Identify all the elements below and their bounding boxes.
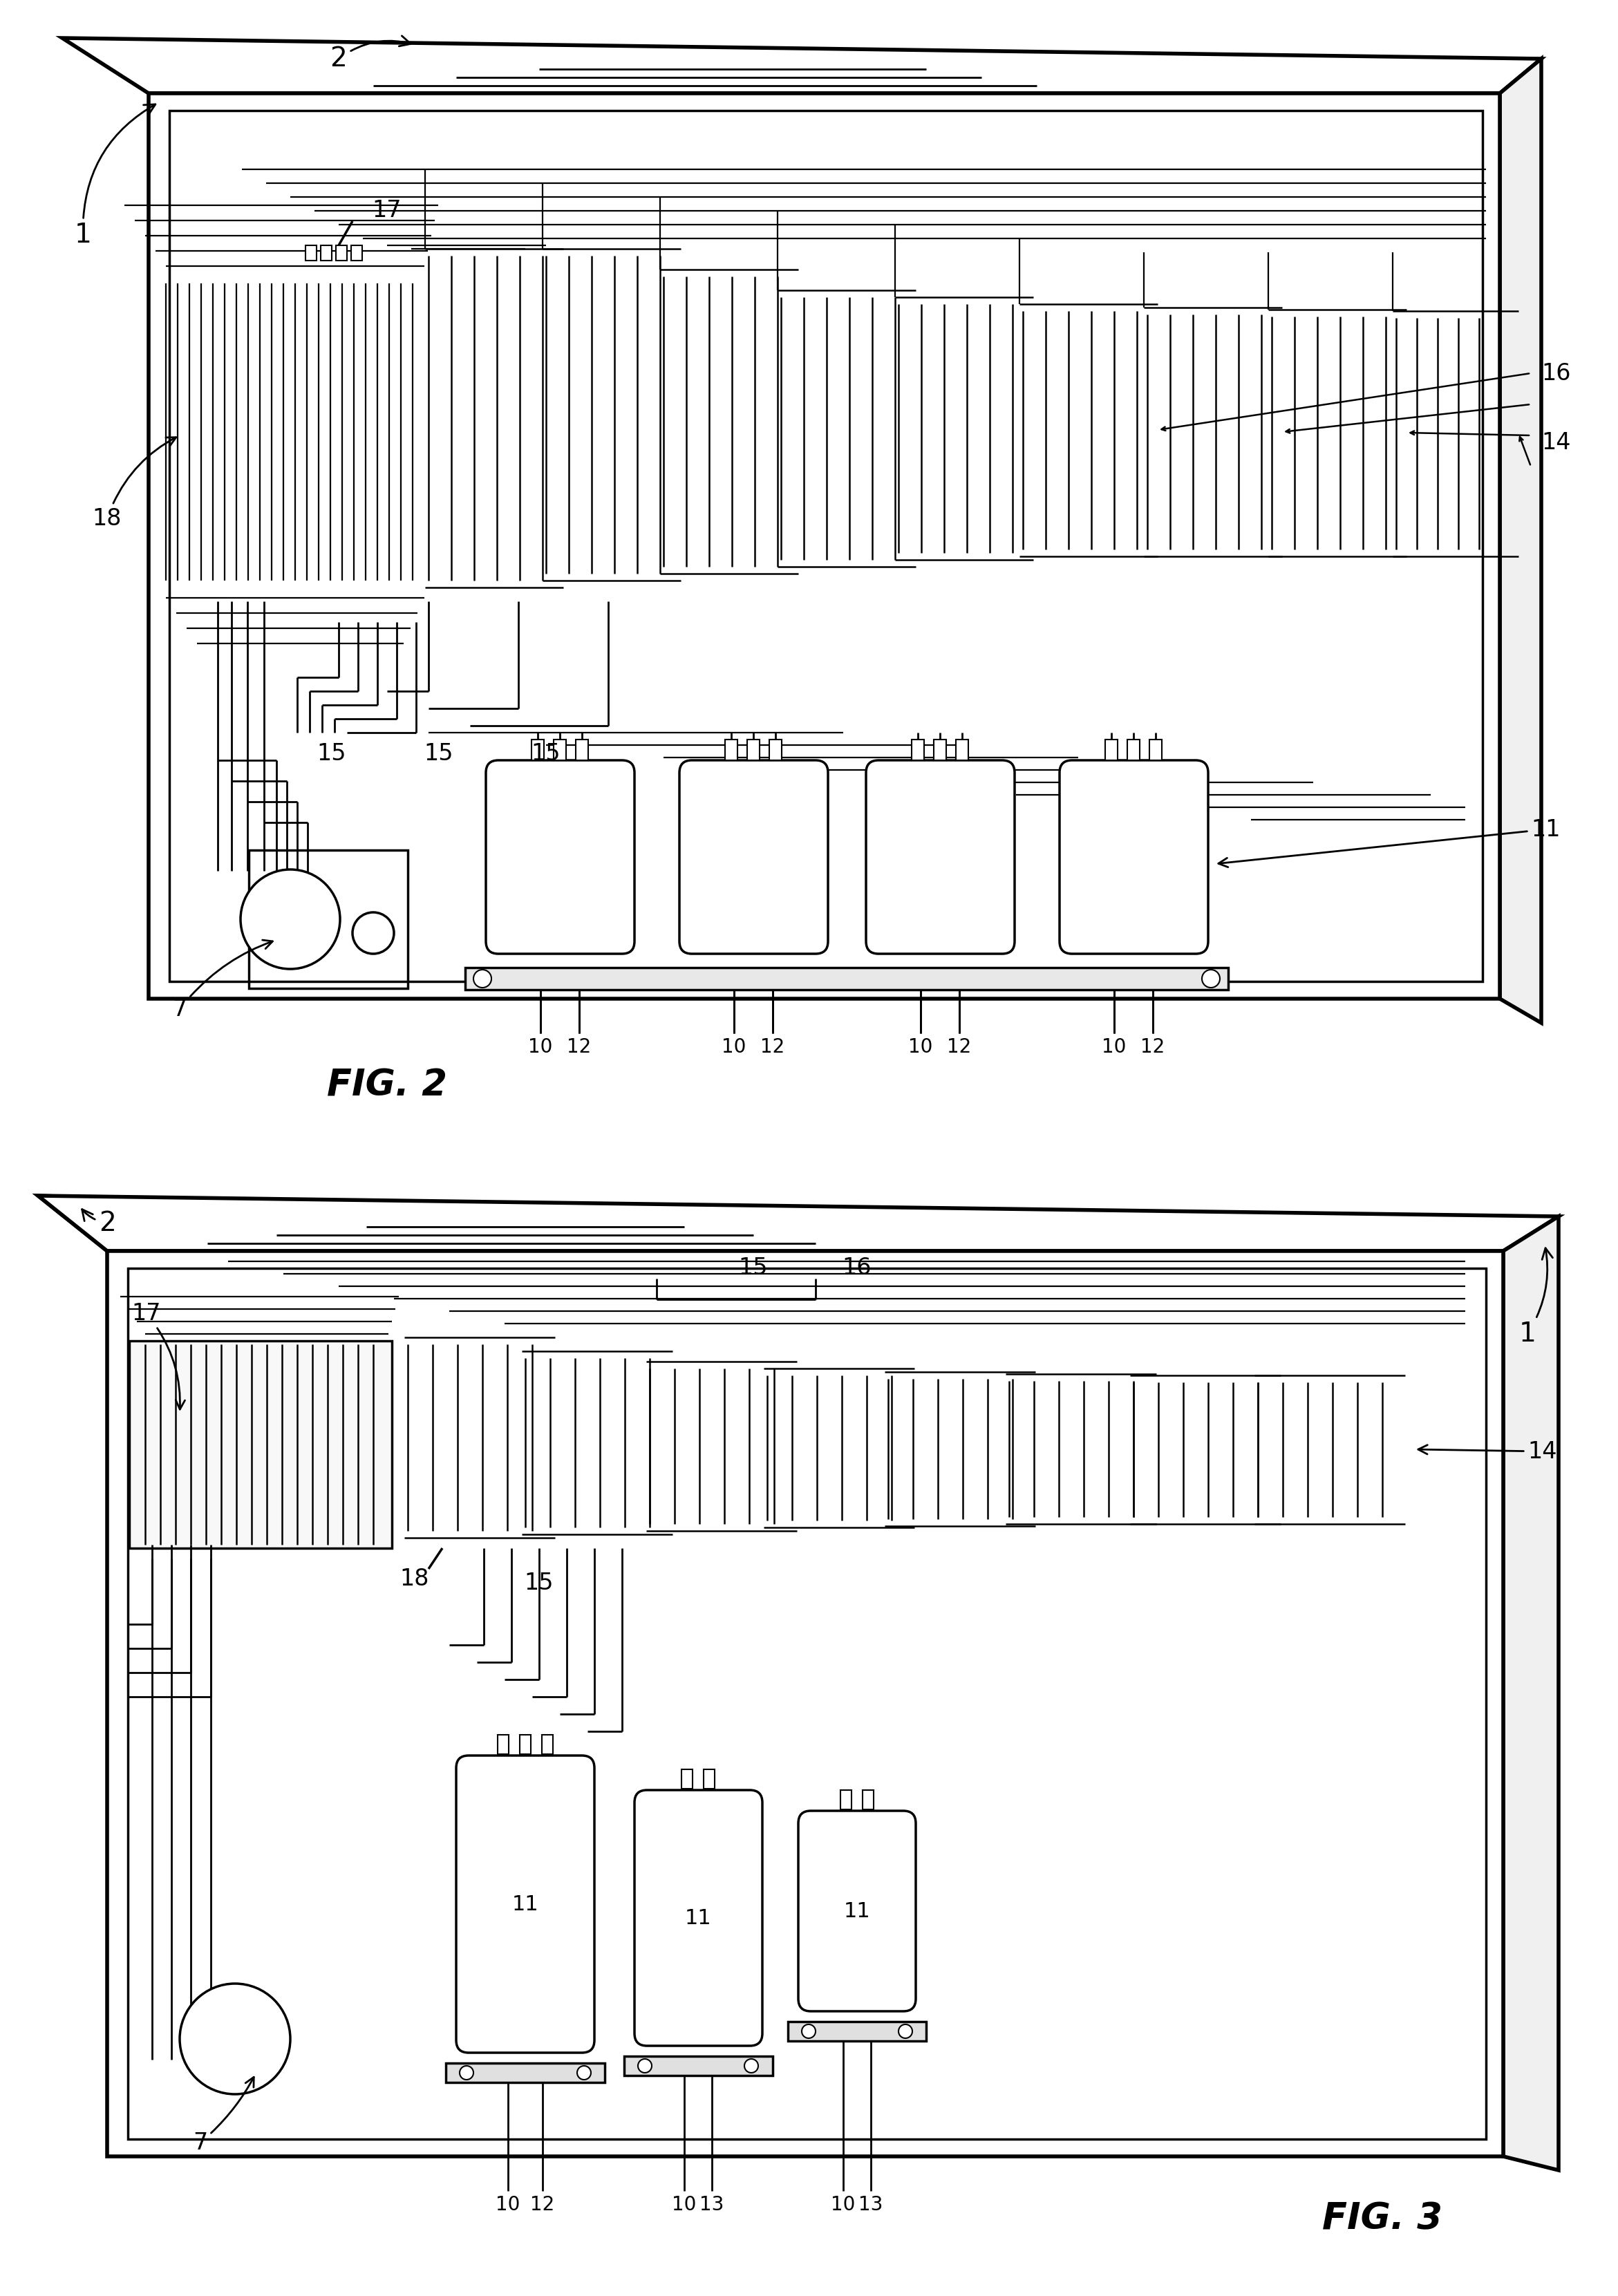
Bar (320, 246, 332, 259)
Text: FIG. 2: FIG. 2 (327, 1068, 447, 1102)
Text: 15: 15 (739, 1256, 769, 1279)
Bar (704, 1770, 715, 1789)
Bar (249, 850, 408, 987)
Bar (625, 2057, 773, 2076)
Text: 11: 11 (1218, 817, 1560, 868)
Bar (149, 94, 1500, 999)
Text: 2: 2 (330, 37, 411, 71)
Bar (681, 1770, 693, 1789)
Bar (107, 1251, 1503, 2156)
Polygon shape (37, 1196, 1503, 1251)
Bar (128, 1267, 1485, 2140)
Text: 10: 10 (722, 1038, 746, 1056)
Circle shape (353, 912, 393, 953)
Bar (306, 246, 317, 259)
Bar (129, 1341, 392, 1548)
FancyBboxPatch shape (634, 1791, 762, 2046)
Text: 12: 12 (1141, 1038, 1165, 1056)
Bar (542, 1736, 553, 1754)
Text: 7: 7 (193, 2078, 254, 2154)
Polygon shape (1503, 1217, 1558, 2170)
Circle shape (637, 2060, 652, 2073)
Bar (1128, 739, 1139, 760)
Text: 10: 10 (495, 2195, 521, 2213)
Circle shape (474, 969, 492, 987)
Bar (498, 1736, 508, 1754)
Text: 15: 15 (424, 742, 453, 765)
Bar (911, 739, 924, 760)
Text: 11: 11 (843, 1901, 870, 1922)
Text: 10: 10 (1102, 1038, 1126, 1056)
Bar (170, 110, 1482, 980)
Polygon shape (1500, 60, 1542, 1024)
Bar (576, 739, 589, 760)
Text: 10: 10 (908, 1038, 934, 1056)
Circle shape (460, 2066, 474, 2080)
Circle shape (241, 870, 340, 969)
FancyBboxPatch shape (456, 1756, 594, 2053)
Bar (956, 739, 968, 760)
Bar (337, 246, 346, 259)
Bar (725, 739, 738, 760)
Text: 17: 17 (131, 1302, 184, 1410)
Text: 12: 12 (566, 1038, 591, 1056)
Bar (519, 1736, 531, 1754)
Text: 7: 7 (173, 939, 272, 1019)
Text: 14: 14 (1417, 1440, 1557, 1463)
Circle shape (180, 1984, 290, 2094)
Circle shape (803, 2025, 815, 2039)
FancyBboxPatch shape (798, 1812, 916, 2011)
Polygon shape (37, 1196, 1558, 1251)
Circle shape (744, 2060, 759, 2073)
Circle shape (898, 2025, 913, 2039)
Text: 17: 17 (372, 200, 401, 223)
Text: 13: 13 (699, 2195, 725, 2213)
FancyBboxPatch shape (485, 760, 634, 953)
FancyBboxPatch shape (866, 760, 1014, 953)
FancyBboxPatch shape (1060, 760, 1209, 953)
Text: 15: 15 (531, 742, 561, 765)
Bar (840, 1791, 851, 1809)
Text: 2: 2 (83, 1210, 115, 1238)
Text: 16: 16 (843, 1256, 872, 1279)
Text: 12: 12 (531, 2195, 555, 2213)
Bar (934, 739, 947, 760)
Polygon shape (61, 39, 1542, 94)
Bar (447, 2064, 605, 2082)
Bar (788, 2020, 925, 2041)
FancyBboxPatch shape (680, 760, 828, 953)
Text: 11: 11 (684, 1908, 712, 1929)
Text: 10: 10 (671, 2195, 696, 2213)
Bar (1149, 739, 1162, 760)
Text: FIG. 3: FIG. 3 (1322, 2200, 1442, 2236)
Bar (464, 967, 1228, 990)
Text: 11: 11 (511, 1894, 539, 1915)
Bar (769, 739, 781, 760)
Text: 18: 18 (400, 1568, 429, 1591)
Text: 10: 10 (527, 1038, 553, 1056)
Circle shape (1202, 969, 1220, 987)
Text: 10: 10 (832, 2195, 856, 2213)
Text: 14: 14 (1542, 432, 1571, 455)
Bar (862, 1791, 874, 1809)
Text: 1: 1 (1519, 1249, 1553, 1348)
Circle shape (578, 2066, 591, 2080)
Text: 1: 1 (74, 103, 155, 248)
Text: 18: 18 (92, 436, 176, 530)
Text: 15: 15 (317, 742, 346, 765)
Text: 12: 12 (947, 1038, 971, 1056)
Bar (351, 246, 362, 259)
Text: 16: 16 (1542, 363, 1571, 386)
Text: 15: 15 (524, 1570, 553, 1593)
Bar (531, 739, 544, 760)
Bar (553, 739, 566, 760)
Bar (1105, 739, 1118, 760)
Text: 13: 13 (859, 2195, 883, 2213)
Text: 12: 12 (760, 1038, 785, 1056)
Bar (748, 739, 759, 760)
